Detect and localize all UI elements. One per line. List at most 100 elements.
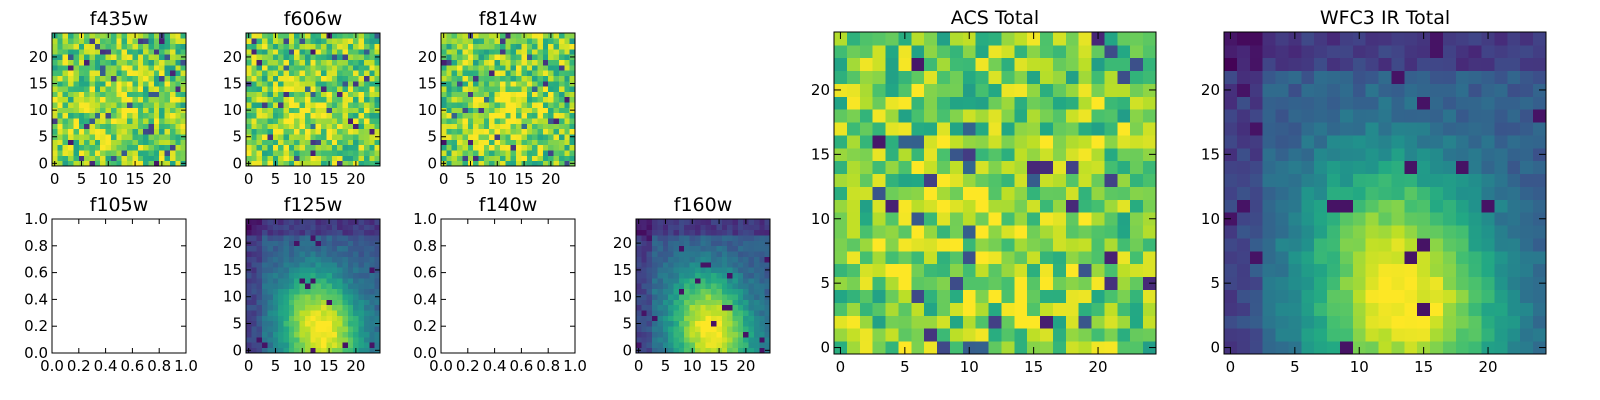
heatmap-cell [121, 75, 128, 82]
heatmap-cell [148, 150, 155, 156]
heatmap-cell [721, 304, 728, 311]
heatmap-cell [1404, 225, 1418, 239]
heatmap-cell [358, 134, 365, 140]
heatmap-cell [1078, 302, 1092, 316]
heatmap-cell [283, 64, 290, 71]
heatmap-cell [553, 134, 560, 140]
heatmap-cell [451, 134, 458, 140]
heatmap-cell [369, 54, 376, 60]
heatmap-cell [646, 299, 653, 306]
heatmap-cell [694, 277, 701, 284]
heatmap-cell [526, 64, 533, 71]
heatmap-cell [326, 224, 333, 231]
heatmap-cell [331, 310, 338, 316]
heatmap-cell [1442, 83, 1457, 97]
heatmap-cell [116, 123, 123, 130]
heatmap-cell [110, 107, 117, 114]
heatmap-cell [885, 289, 899, 303]
heatmap-cell [347, 251, 354, 257]
heatmap-cell [532, 59, 538, 66]
heatmap-cell [159, 64, 165, 71]
heatmap-cell [137, 70, 144, 76]
heatmap-cell [272, 315, 279, 322]
heatmap-cell [315, 112, 322, 119]
heatmap-cell [148, 54, 155, 60]
heatmap-cell [1378, 276, 1392, 290]
heatmap-cell [1417, 186, 1431, 200]
heatmap-cell [564, 48, 571, 55]
heatmap-cell [283, 315, 290, 322]
heatmap-cell [347, 33, 354, 39]
heatmap-cell [116, 118, 123, 124]
heatmap-cell [1027, 250, 1041, 265]
heatmap-cell [652, 331, 658, 338]
heatmap-cell [353, 288, 359, 295]
heatmap-cell [885, 199, 899, 213]
heatmap-cell [1065, 315, 1080, 329]
heatmap-cell [662, 315, 669, 322]
heatmap-cell [331, 294, 338, 300]
heatmap-cell [732, 310, 739, 316]
heatmap-cell [668, 294, 674, 300]
heatmap-cell [57, 64, 64, 71]
heatmap-cell [347, 283, 354, 290]
heatmap-cell [1533, 173, 1547, 187]
heatmap-cell [73, 123, 80, 130]
heatmap-cell [353, 261, 359, 268]
heatmap-cell [321, 118, 327, 124]
heatmap-cell [262, 294, 268, 300]
x-tick-label: 0 [634, 357, 644, 375]
heatmap-cell [169, 38, 176, 45]
heatmap-cell [662, 283, 669, 290]
heatmap-cell [1365, 135, 1379, 149]
panel-title: f160w [674, 194, 733, 216]
heatmap-cell [924, 289, 938, 303]
heatmap-cell [558, 43, 565, 50]
heatmap-cell [489, 70, 495, 76]
heatmap-cell [78, 64, 85, 71]
heatmap-cell [94, 38, 101, 45]
heatmap-cell [288, 283, 295, 290]
heatmap-cell [859, 328, 874, 342]
heatmap-cell [1262, 70, 1276, 84]
heatmap-cell [1236, 147, 1251, 162]
heatmap-cell [705, 261, 712, 268]
heatmap-cell [278, 123, 284, 130]
heatmap-cell [641, 224, 648, 231]
y-tick-label: 0.6 [24, 264, 48, 282]
heatmap-cell [294, 118, 300, 124]
heatmap-cell [510, 70, 517, 76]
heatmap-cell [505, 155, 512, 162]
heatmap-cell [169, 33, 176, 39]
heatmap-cell [678, 304, 685, 311]
heatmap-cell [743, 310, 749, 316]
heatmap-cell [1014, 199, 1028, 213]
heatmap-cell [898, 96, 912, 110]
heatmap-cell [278, 240, 284, 247]
heatmap-cell [321, 251, 327, 257]
heatmap-cell [342, 64, 349, 71]
heatmap-cell [684, 331, 690, 338]
heatmap-cell [911, 341, 925, 355]
heatmap-cell [700, 288, 707, 295]
heatmap-cell [1404, 173, 1418, 187]
heatmap-cell [1143, 160, 1157, 175]
heatmap-cell [526, 123, 533, 130]
heatmap-cell [358, 267, 365, 273]
heatmap-cell [321, 261, 327, 268]
heatmap-cell [446, 80, 453, 87]
heatmap-cell [846, 328, 861, 342]
heatmap-cell [94, 134, 101, 140]
heatmap-cell [262, 128, 268, 135]
heatmap-cell [716, 326, 723, 332]
heatmap-cell [57, 43, 64, 50]
heatmap-cell [180, 96, 187, 103]
heatmap-cell [646, 224, 653, 231]
heatmap-cell [1052, 32, 1067, 46]
heatmap-cell [278, 134, 284, 140]
heatmap-cell [159, 118, 165, 124]
heatmap-cell [532, 155, 538, 162]
heatmap-cell [494, 91, 501, 98]
heatmap-cell [1001, 250, 1015, 265]
heatmap-cell [251, 38, 258, 45]
